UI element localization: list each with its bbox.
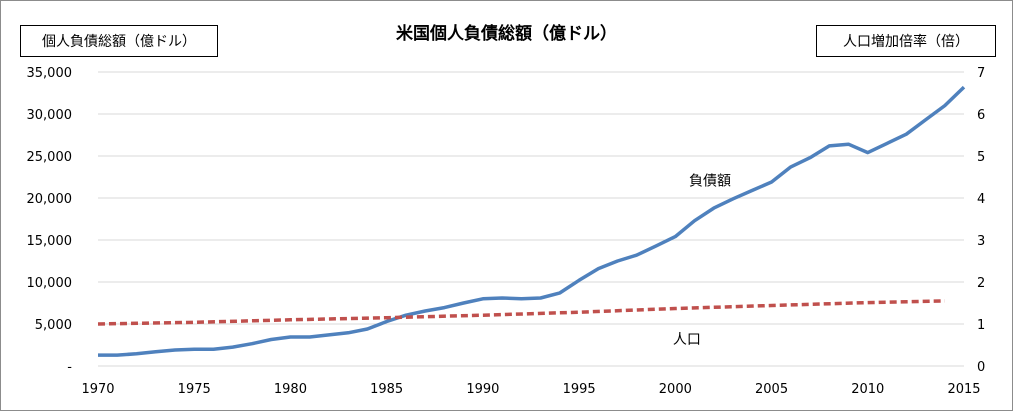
right-y-tick-label: 4 bbox=[977, 192, 985, 207]
x-tick-label: 2005 bbox=[755, 382, 788, 397]
annotation-debt: 負債額 bbox=[689, 173, 731, 189]
right-y-tick-label: 7 bbox=[977, 66, 985, 81]
x-tick-label: 1990 bbox=[466, 382, 499, 397]
x-tick-label: 1985 bbox=[370, 382, 403, 397]
x-tick-label: 1995 bbox=[563, 382, 596, 397]
gridlines bbox=[98, 71, 964, 367]
right-y-tick-label: 5 bbox=[977, 150, 985, 165]
left-y-tick-label: 20,000 bbox=[27, 192, 73, 207]
x-axis-ticks: 1970 1975 1980 1985 1990 1995 2000 2005 2010 2015 bbox=[81, 382, 980, 397]
left-y-tick-label: 15,000 bbox=[27, 234, 73, 249]
x-tick-label: 2010 bbox=[851, 382, 884, 397]
left-y-tick-label: 35,000 bbox=[27, 66, 73, 81]
left-y-tick-label: - bbox=[67, 360, 72, 375]
x-tick-label: 2015 bbox=[947, 382, 980, 397]
left-axis-label-box: 個人負債総額（億ドル） bbox=[20, 25, 218, 57]
series-line bbox=[97, 299, 945, 326]
x-tick-label: 1970 bbox=[81, 382, 114, 397]
left-y-axis-ticks: - 5,000 10,000 15,000 20,000 25,000 30,000 35,0… bbox=[27, 66, 73, 375]
right-axis-label-box: 人口増加倍率（倍） bbox=[816, 25, 996, 57]
chart-title: 米国個人負債総額（億ドル） bbox=[396, 24, 617, 44]
x-tick-label: 1975 bbox=[178, 382, 211, 397]
left-y-tick-label: 25,000 bbox=[27, 150, 73, 165]
x-tick-label: 2000 bbox=[659, 382, 692, 397]
right-y-tick-label: 3 bbox=[977, 234, 985, 249]
right-y-tick-label: 2 bbox=[977, 276, 985, 291]
left-y-tick-label: 30,000 bbox=[27, 108, 73, 123]
right-y-tick-label: 0 bbox=[977, 360, 985, 375]
left-y-tick-label: 10,000 bbox=[27, 276, 73, 291]
right-y-tick-label: 6 bbox=[977, 108, 985, 123]
series-line bbox=[98, 85, 966, 357]
right-y-tick-label: 1 bbox=[977, 318, 985, 333]
x-tick-label: 1980 bbox=[274, 382, 307, 397]
series-lines bbox=[97, 85, 966, 357]
annotation-population: 人口 bbox=[673, 332, 701, 348]
left-y-tick-label: 5,000 bbox=[35, 318, 72, 333]
right-y-axis-ticks: 0 1 2 3 4 5 6 7 bbox=[977, 66, 985, 375]
